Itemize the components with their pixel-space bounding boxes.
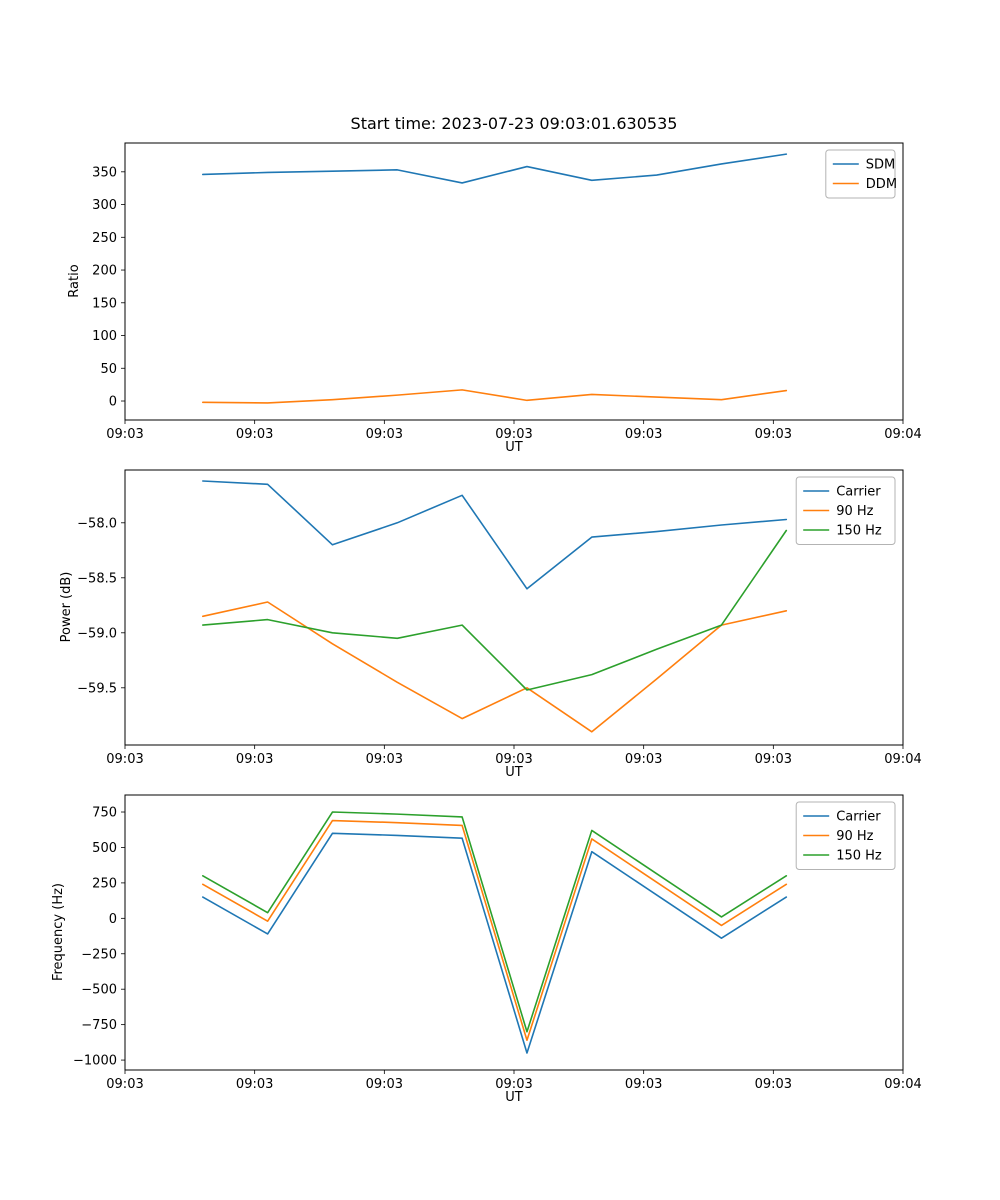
chart2-y-axis-label: Power (dB) xyxy=(59,571,74,643)
chart-0-legend: SDM DDM xyxy=(825,149,897,199)
chart-1-line-carrier xyxy=(202,480,788,590)
chart-2-legend-box xyxy=(795,801,896,870)
chart-2-ytick-label: 0 xyxy=(109,912,117,927)
chart-0-ytick-label: 100 xyxy=(92,329,117,344)
chart-1-xtick-label: 09:03 xyxy=(106,752,143,767)
chart-2-xtick-label: 09:03 xyxy=(106,1077,143,1092)
chart-0-ytick-label: 150 xyxy=(92,296,117,311)
chart-1-ytick-label: −59.0 xyxy=(77,626,117,641)
chart-2-ytick-label: −1000 xyxy=(73,1054,117,1069)
chart-2-xtick-label: 09:03 xyxy=(755,1077,792,1092)
chart-1-xtick-label: 09:04 xyxy=(884,752,921,767)
chart-0-xtick-label: 09:03 xyxy=(106,427,143,442)
chart-0-ytick-label: 50 xyxy=(100,362,117,377)
chart-0-xtick-label: 09:03 xyxy=(495,427,532,442)
chart-0: 09:03 09:03 09:03 09:03 09:03 09:03 09:04 0 50 10… xyxy=(92,142,922,442)
legend-label: DDM xyxy=(866,177,897,192)
chart-0-xtick-label: 09:04 xyxy=(884,427,921,442)
chart-0-ytick-label: 250 xyxy=(92,231,117,246)
chart-2-frame xyxy=(124,794,904,1071)
legend-label: 150 Hz xyxy=(836,524,882,539)
chart-0-frame xyxy=(124,142,904,421)
legend-label: Carrier xyxy=(836,810,881,825)
chart-1-line-150-hz xyxy=(202,529,788,691)
chart1-title: Start time: 2023-07-23 09:03:01.630535 xyxy=(350,114,678,133)
chart-1-legend: Carrier 90 Hz 150 Hz xyxy=(795,476,896,545)
chart-0-xtick-label: 09:03 xyxy=(625,427,662,442)
chart-2-line-150-hz xyxy=(202,811,788,1033)
chart-0-ytick-label: 200 xyxy=(92,264,117,279)
chart-1-ytick-label: −58.0 xyxy=(77,516,117,531)
chart2-x-axis-label: UT xyxy=(505,765,523,780)
chart-2-ytick-label: 750 xyxy=(92,806,117,821)
chart-2-ytick-label: −750 xyxy=(81,1018,117,1033)
chart-1-xtick-label: 09:03 xyxy=(625,752,662,767)
chart-0-ytick-label: 300 xyxy=(92,198,117,213)
chart-2-legend: Carrier 90 Hz 150 Hz xyxy=(795,801,896,870)
legend-label: 90 Hz xyxy=(836,504,873,519)
chart-0-ytick-label: 0 xyxy=(109,395,117,410)
chart-0-line-ddm xyxy=(202,389,788,404)
legend-label: Carrier xyxy=(836,485,881,500)
chart-0-line-sdm xyxy=(202,153,788,184)
chart-2-xtick-label: 09:03 xyxy=(495,1077,532,1092)
chart-2-line-carrier xyxy=(202,832,788,1054)
chart-2-xtick-label: 09:03 xyxy=(366,1077,403,1092)
chart-1-line-90-hz xyxy=(202,601,788,733)
chart-0-xtick-label: 09:03 xyxy=(366,427,403,442)
chart-1-xtick-label: 09:03 xyxy=(366,752,403,767)
chart1-x-axis-label: UT xyxy=(505,440,523,455)
chart-1-ytick-label: −59.5 xyxy=(77,681,117,696)
chart-2-xtick-label: 09:04 xyxy=(884,1077,921,1092)
chart-2-xtick-label: 09:03 xyxy=(236,1077,273,1092)
chart-2-ytick-label: −500 xyxy=(81,983,117,998)
chart3-x-axis-label: UT xyxy=(505,1090,523,1105)
chart-1-ytick-label: −58.5 xyxy=(77,571,117,586)
chart-1-xtick-label: 09:03 xyxy=(755,752,792,767)
chart-0-ytick-label: 350 xyxy=(92,165,117,180)
chart-2-line-90-hz xyxy=(202,819,788,1042)
chart-1-xtick-label: 09:03 xyxy=(236,752,273,767)
chart-2-ytick-label: 250 xyxy=(92,876,117,891)
legend-label: 150 Hz xyxy=(836,849,882,864)
chart-1-legend-box xyxy=(795,476,896,545)
chart3-y-axis-label: Frequency (Hz) xyxy=(51,882,66,982)
legend-label: 90 Hz xyxy=(836,829,873,844)
chart-2: 09:03 09:03 09:03 09:03 09:03 09:03 09:04 −1000… xyxy=(73,794,922,1092)
chart-2-xtick-label: 09:03 xyxy=(625,1077,662,1092)
chart-1-xtick-label: 09:03 xyxy=(495,752,532,767)
chart-0-legend-box xyxy=(825,149,896,199)
chart1-y-axis-label: Ratio xyxy=(67,264,82,298)
chart-0-xtick-label: 09:03 xyxy=(236,427,273,442)
chart-2-ytick-label: −250 xyxy=(81,947,117,962)
legend-label: SDM xyxy=(866,158,895,173)
chart-1: 09:03 09:03 09:03 09:03 09:03 09:03 09:04 −59.5… xyxy=(77,469,922,767)
chart-0-xtick-label: 09:03 xyxy=(755,427,792,442)
chart-2-ytick-label: 500 xyxy=(92,841,117,856)
